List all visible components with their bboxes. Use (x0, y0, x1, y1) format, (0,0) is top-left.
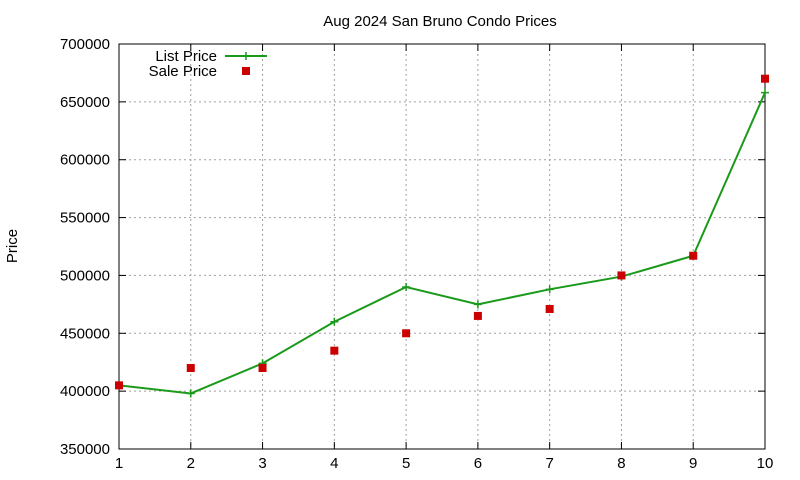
series-list-price (115, 88, 769, 398)
sale-price-point (689, 251, 698, 260)
legend-label-list-price: List Price (155, 48, 217, 65)
chart-title: Aug 2024 San Bruno Condo Prices (323, 13, 557, 30)
y-tick-label: 600000 (60, 152, 110, 169)
legend-label-sale-price: Sale Price (149, 63, 217, 80)
sale-price-point (258, 364, 267, 372)
grid-lines (119, 44, 765, 449)
list-price-point (330, 317, 339, 326)
y-axis-label: Price (4, 229, 21, 263)
sale-price-point (473, 311, 482, 320)
x-tick-label: 1 (115, 455, 123, 472)
y-tick-label: 550000 (60, 210, 110, 227)
legend-marker-sale-price (242, 67, 250, 75)
list-price-point (402, 283, 411, 291)
sale-price-point (402, 329, 411, 338)
plot-frame (118, 43, 766, 450)
list-price-point (473, 300, 482, 309)
list-price-point (761, 88, 769, 97)
x-tick-label: 5 (402, 455, 410, 472)
x-tick-label: 6 (474, 455, 482, 472)
y-tick-label: 350000 (60, 441, 110, 458)
x-tick-label: 4 (330, 455, 338, 472)
list-price-point (186, 389, 195, 398)
x-tick-label: 10 (757, 455, 774, 472)
sale-price-point (617, 271, 626, 280)
y-tick-label: 400000 (60, 383, 110, 400)
x-tick-label: 7 (545, 455, 553, 472)
series-sale-price (115, 74, 769, 390)
y-tick-label: 650000 (60, 94, 110, 111)
x-axis-ticks: 1 2 3 4 5 6 7 8 9 10 (115, 44, 774, 472)
legend: List Price Sale Price (149, 48, 267, 80)
sale-price-point (186, 364, 195, 372)
sale-price-point (761, 74, 769, 83)
x-tick-label: 3 (258, 455, 266, 472)
y-tick-label: 500000 (60, 267, 110, 284)
sale-price-point (545, 304, 554, 313)
list-price-line (118, 92, 766, 395)
x-tick-label: 8 (617, 455, 625, 472)
list-price-point (545, 285, 554, 294)
y-axis-ticks: 350000 400000 450000 500000 550000 600000 6500… (60, 36, 765, 458)
legend-swatch-list-price (225, 52, 267, 60)
x-tick-label: 9 (689, 455, 697, 472)
sale-price-point (330, 346, 339, 355)
sale-price-point (115, 381, 123, 390)
plot-border (118, 43, 766, 450)
legend-swatch-sale-price (242, 67, 250, 75)
legend-marker-list-price (242, 52, 250, 60)
y-tick-label: 700000 (60, 36, 110, 53)
x-tick-label: 2 (187, 455, 195, 472)
y-tick-label: 450000 (60, 325, 110, 342)
